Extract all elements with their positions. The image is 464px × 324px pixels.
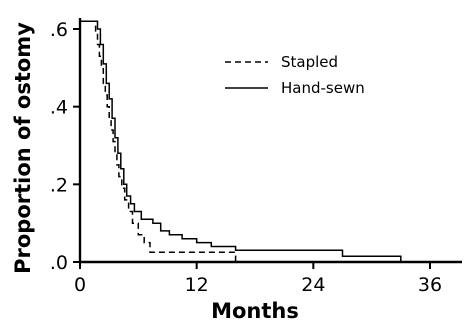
x-tick-label: 24	[301, 274, 325, 296]
y-axis-title: Proportion of ostomy	[11, 22, 35, 274]
legend: Stapled Hand-sewn	[225, 53, 365, 97]
x-tick-label: 12	[185, 274, 209, 296]
x-tick-labels: 0 12 24 36	[74, 274, 442, 296]
y-tick-label: .2	[50, 174, 68, 196]
legend-label-stapled: Stapled	[281, 53, 338, 71]
series-lines	[80, 20, 402, 262]
x-tick-label: 0	[74, 274, 86, 296]
legend-label-hand-sewn: Hand-sewn	[281, 79, 365, 97]
series-line-hand-sewn	[80, 20, 402, 262]
y-tick-label: .6	[50, 19, 68, 41]
x-axis-title: Months	[211, 299, 299, 323]
y-tick-label: .0	[50, 252, 68, 274]
series-line-stapled	[80, 20, 237, 262]
y-tick-label: .4	[50, 97, 68, 119]
y-tick-labels: .0 .2 .4 .6	[50, 19, 68, 274]
axes	[73, 18, 462, 269]
y-axis-title-group: Proportion of ostomy	[11, 22, 35, 274]
x-tick-label: 36	[418, 274, 442, 296]
